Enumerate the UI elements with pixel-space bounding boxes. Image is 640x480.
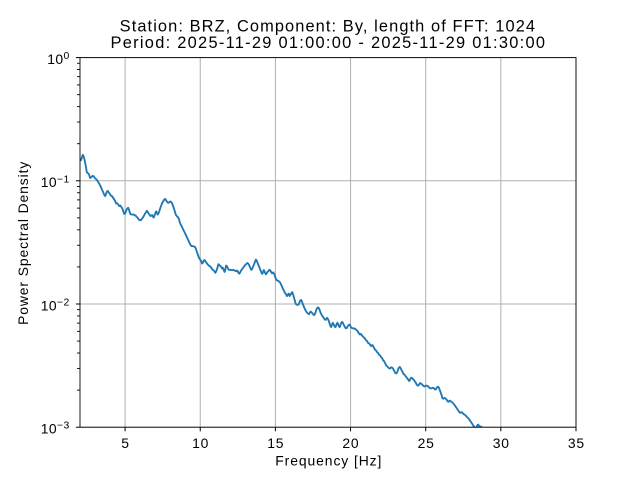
svg-text:20: 20 [342,435,359,451]
svg-text:25: 25 [418,435,435,451]
svg-text:30: 30 [493,435,510,451]
svg-text:Power Spectral Density: Power Spectral Density [15,161,31,325]
svg-text:35: 35 [568,435,585,451]
svg-text:Period: 2025-11-29 01:00:00 -: Period: 2025-11-29 01:00:00 - 2025-11-29… [111,34,547,52]
svg-text:Station: BRZ, Component: By, l: Station: BRZ, Component: By, length of F… [120,18,536,36]
svg-text:5: 5 [121,435,129,451]
svg-text:15: 15 [267,435,284,451]
svg-text:Frequency [Hz]: Frequency [Hz] [275,452,382,468]
svg-text:10: 10 [192,435,209,451]
